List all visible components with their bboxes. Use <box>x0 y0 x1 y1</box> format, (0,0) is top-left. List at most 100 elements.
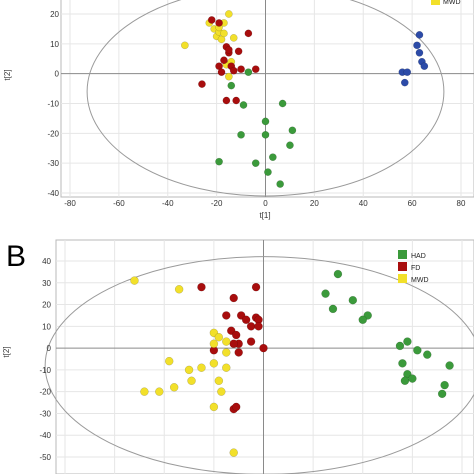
panel-a-y-tick-label: -10 <box>47 100 59 109</box>
panel-b-legend-swatch <box>398 274 407 283</box>
panel-b-y-tick-label: -50 <box>39 453 51 462</box>
panel-b-data-point <box>130 276 139 285</box>
panel-a-data-point <box>234 47 243 56</box>
panel-b-data-point <box>246 322 256 331</box>
panel-b-y-tick-label: -10 <box>39 366 51 375</box>
panel-b-data-point <box>222 348 231 357</box>
panel-a-data-point <box>215 157 223 166</box>
panel-a-data-point <box>239 101 248 109</box>
panel-a-y-tick-label: -20 <box>47 129 59 138</box>
panel-b-data-point <box>184 365 194 375</box>
panel-a-series-had <box>215 68 297 188</box>
panel-b-data-point <box>400 376 410 386</box>
panel-a-data-point <box>403 68 412 77</box>
panel-b-legend-label: FD <box>411 265 420 272</box>
panel-a-data-point <box>220 29 228 38</box>
panel-b-series-fd <box>197 282 268 414</box>
panel-a-x-tick-label: -20 <box>211 199 223 208</box>
panel-a-data-point <box>181 41 189 50</box>
panel-b-data-point <box>169 383 179 392</box>
panel-b-series-mwd <box>130 276 238 457</box>
panel-a-data-point <box>278 99 287 108</box>
panel-b-data-point <box>174 285 184 294</box>
panel-a-grid <box>61 0 474 197</box>
panel-b-data-point <box>214 332 224 342</box>
panel-a-data-point <box>276 180 285 188</box>
panel-a-data-point <box>261 130 270 139</box>
panel-a-data-point <box>413 41 421 50</box>
panel-a-y-tick-label: 20 <box>50 10 59 19</box>
panel-b-y-axis-title: t[2] <box>2 346 11 357</box>
panel-a-plot-frame <box>60 0 474 198</box>
panel-a-data-point <box>415 31 424 39</box>
panel-b-data-point <box>358 315 367 325</box>
panel-b-data-point <box>395 341 405 351</box>
panel-a-data-point <box>268 153 277 162</box>
panel-b-data-point <box>209 359 219 368</box>
panel-b-data-point <box>328 304 338 314</box>
panel-a-confidence-ellipse <box>86 0 445 197</box>
panel-a-legend-swatch <box>431 0 440 5</box>
panel-b-data-point <box>333 269 343 279</box>
panel-b-data-point <box>234 348 243 357</box>
panel-b-y-tick-label: 30 <box>42 279 51 288</box>
panel-a-x-axis-title: t[1] <box>259 211 270 220</box>
panel-a-data-point <box>229 34 238 42</box>
panel-b-data-point <box>408 374 417 383</box>
panel-a-y-tick-label: -30 <box>47 159 59 168</box>
panel-a-data-point <box>420 62 429 71</box>
panel-a-data-point <box>224 10 233 18</box>
panel-a-data-point <box>227 81 236 90</box>
panel-a-x-tick-label: -80 <box>64 199 76 208</box>
panel-b-legend-swatch <box>398 262 407 271</box>
panel-b-legend-label: MWD <box>411 277 429 284</box>
panel-b-data-point <box>251 282 261 292</box>
panel-b-legend-swatch <box>398 250 407 259</box>
panel-b-data-point <box>437 389 447 399</box>
panel-a-data-point <box>415 48 424 57</box>
panel-a-x-tick-label: 0 <box>263 199 268 208</box>
panel-a-data-point <box>244 29 253 38</box>
panel-b-data-point <box>155 387 164 396</box>
panel-a-data-point <box>288 126 297 135</box>
panel-a-y-axis-title: t[2] <box>3 69 12 80</box>
panel-b-data-point <box>214 376 224 386</box>
panel-a-x-tick-label: 40 <box>359 199 368 208</box>
panel-b-data-point <box>440 380 449 390</box>
panel-a-data-point <box>220 56 228 65</box>
panel-b-data-point <box>164 356 174 366</box>
panel-b-data-point <box>413 346 422 355</box>
panel-b-data-point <box>209 339 219 349</box>
panel-b-y-tick-label: 20 <box>42 301 51 310</box>
panel-a-x-tick-label: 60 <box>408 199 417 208</box>
panel-b-data-point <box>187 376 196 386</box>
panel-a-y-tick-label: -40 <box>47 189 59 198</box>
panel-b-plot-frame <box>55 239 474 474</box>
panel-b-y-tick-label: 10 <box>42 322 51 331</box>
panel-a-data-point <box>229 66 238 75</box>
panel-b-data-point <box>403 337 412 346</box>
panel-b-data-point <box>197 363 206 372</box>
panel-a-data-point <box>222 96 231 105</box>
panel-b-data-point <box>217 387 226 396</box>
panel-b-data-point <box>231 402 241 412</box>
panel-b-data-point <box>229 339 238 349</box>
panel-b-data-point <box>259 343 268 353</box>
panel-b-y-tick-label: -20 <box>39 388 51 397</box>
panel-a-data-point <box>207 16 216 24</box>
panel-a-plot: 20 10 0 -10 -20 -30 -40 -80 -60 -40 -20 0 20 40 60 80 t[… <box>3 0 474 220</box>
panel-a-series-top_blue <box>398 31 429 87</box>
panel-b-data-point <box>222 363 231 372</box>
panel-a-data-point <box>400 78 409 87</box>
panel-b-legend-label: HAD <box>411 253 426 260</box>
panel-b-data-point <box>197 282 206 292</box>
panel-b-data-point <box>348 295 358 305</box>
panel-a-data-point <box>251 159 260 168</box>
panel-a-data-point <box>224 72 233 81</box>
panel-a-legend-label: MWD <box>443 0 461 6</box>
panel-b-y-tick-label: -40 <box>39 431 51 440</box>
panel-a-x-tick-label: -40 <box>162 199 174 208</box>
panel-b-y-tick-label: -30 <box>39 409 51 418</box>
panel-b-legend: HAD FD MWD <box>398 250 429 284</box>
panel-a-data-point <box>237 130 245 139</box>
